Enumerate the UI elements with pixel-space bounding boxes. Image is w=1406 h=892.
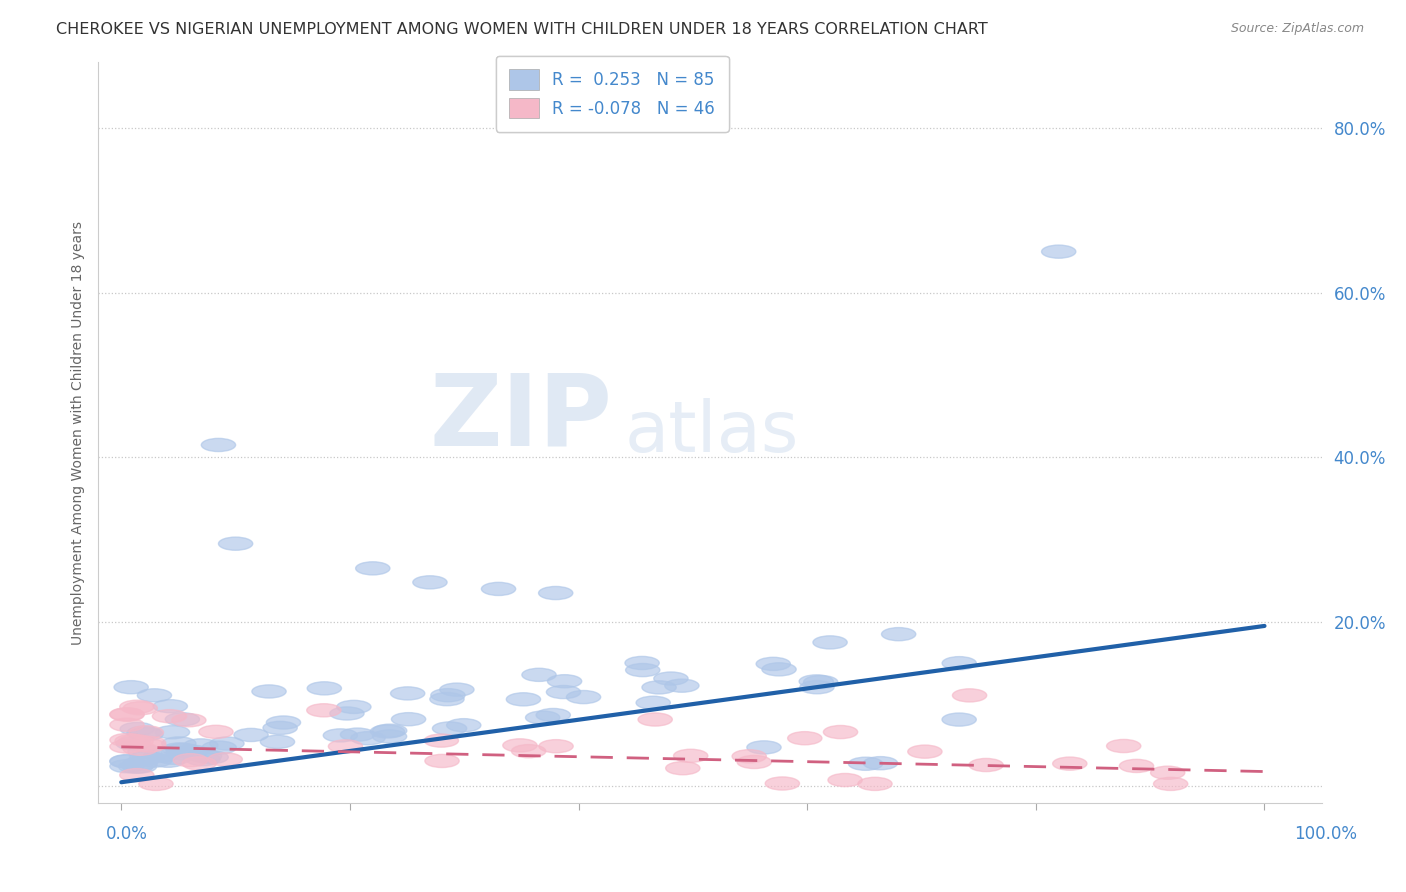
Text: Source: ZipAtlas.com: Source: ZipAtlas.com: [1230, 22, 1364, 36]
Legend: R =  0.253   N = 85, R = -0.078   N = 46: R = 0.253 N = 85, R = -0.078 N = 46: [496, 56, 728, 132]
Text: 100.0%: 100.0%: [1294, 825, 1357, 843]
Text: CHEROKEE VS NIGERIAN UNEMPLOYMENT AMONG WOMEN WITH CHILDREN UNDER 18 YEARS CORRE: CHEROKEE VS NIGERIAN UNEMPLOYMENT AMONG …: [56, 22, 988, 37]
Text: ZIP: ZIP: [429, 369, 612, 467]
Text: 0.0%: 0.0%: [105, 825, 148, 843]
Text: atlas: atlas: [624, 398, 799, 467]
Y-axis label: Unemployment Among Women with Children Under 18 years: Unemployment Among Women with Children U…: [70, 220, 84, 645]
